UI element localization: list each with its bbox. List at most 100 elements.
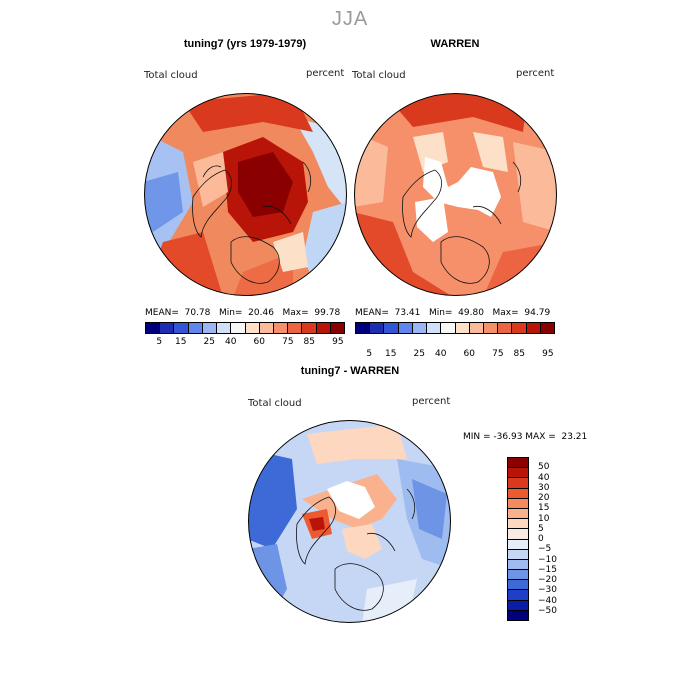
panel3-polar-map [248,420,451,623]
colorbar-swatch [302,323,317,333]
colorbar-tick-label: −15 [538,564,557,575]
colorbar-swatch [508,498,528,509]
colorbar-tick-label: 40 [224,337,237,347]
colorbar-swatch [398,323,413,333]
panel2-title: WARREN [430,38,480,50]
colorbar-tick-label: 10 [538,513,550,524]
panel3-stats: MIN = -36.93 MAX = 23.21 [463,432,588,442]
panel2-variable-label: Total cloud [352,70,406,81]
colorbar-swatch [508,519,528,530]
colorbar-swatch [370,323,385,333]
panel3-unit-label: percent [412,396,451,407]
colorbar-tick-label: 25 [413,349,426,359]
colorbar-swatch [384,323,399,333]
panel2-colorbar-ticks: 5 15 25 40 60 75 85 95 [355,349,555,361]
colorbar-swatch [217,323,232,333]
colorbar-tick-label: 5 [366,349,373,359]
colorbar-swatch [508,600,528,611]
panel2-stats: MEAN= 73.41 Min= 49.80 Max= 94.79 [355,308,551,318]
colorbar-tick-label: 60 [463,349,476,359]
panel1-colorbar-ticks: 5 15 25 40 60 75 85 95 [145,337,345,349]
colorbar-tick-label: 5 [538,523,544,534]
colorbar-tick-label: 15 [174,337,187,347]
colorbar-tick-label: −20 [538,575,557,585]
panel1-coastlines [192,161,312,284]
panel3-coastlines [296,488,416,611]
panel3-colorbar-ticks: 50 40 30 20 15 10 5 0 −5 −10 −15 −20 −30 −40 −50 [538,457,578,621]
colorbar-swatch [508,580,528,591]
panel3-variable-label: Total cloud [248,398,302,409]
panel1-variable-label: Total cloud [144,70,198,81]
colorbar-tick-label: 15 [538,503,550,514]
colorbar-swatch [288,323,303,333]
colorbar-swatch [441,323,456,333]
colorbar-tick-label: −40 [538,595,557,606]
colorbar-tick-label: 95 [332,337,344,347]
season-title: JJA [331,8,369,30]
colorbar-swatch [508,468,528,479]
colorbar-swatch [160,323,175,333]
panel1-title: tuning7 (yrs 1979-1979) [183,38,307,50]
colorbar-swatch [455,323,470,333]
colorbar-swatch [540,323,555,333]
colorbar-tick-label: 0 [538,534,544,544]
colorbar-swatch [498,323,513,333]
panel1-stats: MEAN= 70.78 Min= 20.46 Max= 99.78 [145,308,341,318]
colorbar-swatch [512,323,527,333]
colorbar-swatch [508,570,528,581]
panel1-cloud-field [144,93,347,296]
panel1-colorbar [145,322,345,334]
colorbar-swatch [469,323,484,333]
colorbar-tick-label: −5 [538,544,552,555]
colorbar-swatch [188,323,203,333]
colorbar-swatch [146,323,161,333]
colorbar-tick-label: −50 [538,605,557,616]
colorbar-swatch [508,478,528,489]
panel2-cloud-field [354,93,557,296]
colorbar-swatch [330,323,345,333]
panel1-polar-map [144,93,347,296]
colorbar-tick-label: 75 [282,337,294,347]
colorbar-swatch [508,610,528,620]
colorbar-swatch [356,323,371,333]
colorbar-swatch [508,508,528,520]
panel1-unit-label: percent [306,68,345,79]
colorbar-swatch [273,323,289,333]
panel3-diff-field [248,420,451,623]
colorbar-swatch [245,323,260,333]
colorbar-swatch [259,323,274,333]
colorbar-swatch [508,488,528,499]
colorbar-tick-label: 50 [538,462,550,473]
panel3-colorbar [507,457,529,621]
colorbar-swatch [174,323,189,333]
colorbar-swatch [316,323,331,333]
colorbar-tick-label: 75 [492,349,504,359]
colorbar-swatch [508,529,528,540]
colorbar-swatch [526,323,541,333]
colorbar-swatch [508,458,528,469]
colorbar-tick-label: 95 [542,349,554,359]
colorbar-swatch [412,323,428,333]
colorbar-swatch [508,559,528,571]
colorbar-tick-label: 20 [538,493,550,503]
panel3-title: tuning7 - WARREN [300,365,400,377]
colorbar-swatch [508,549,528,560]
colorbar-tick-label: 15 [384,349,397,359]
colorbar-tick-label: 30 [538,482,550,493]
colorbar-tick-label: 25 [203,337,216,347]
colorbar-tick-label: 85 [513,349,526,359]
colorbar-swatch [483,323,499,333]
colorbar-tick-label: −10 [538,554,557,565]
panel2-colorbar [355,322,555,334]
colorbar-tick-label: 5 [156,337,163,347]
panel2-coastlines [402,161,522,284]
panel2-polar-map [354,93,557,296]
colorbar-swatch [231,323,246,333]
panel2-unit-label: percent [516,68,555,79]
colorbar-tick-label: −30 [538,585,557,596]
colorbar-swatch [427,323,442,333]
colorbar-tick-label: 85 [303,337,316,347]
colorbar-tick-label: 60 [253,337,266,347]
colorbar-tick-label: 40 [434,349,447,359]
colorbar-swatch [202,323,218,333]
